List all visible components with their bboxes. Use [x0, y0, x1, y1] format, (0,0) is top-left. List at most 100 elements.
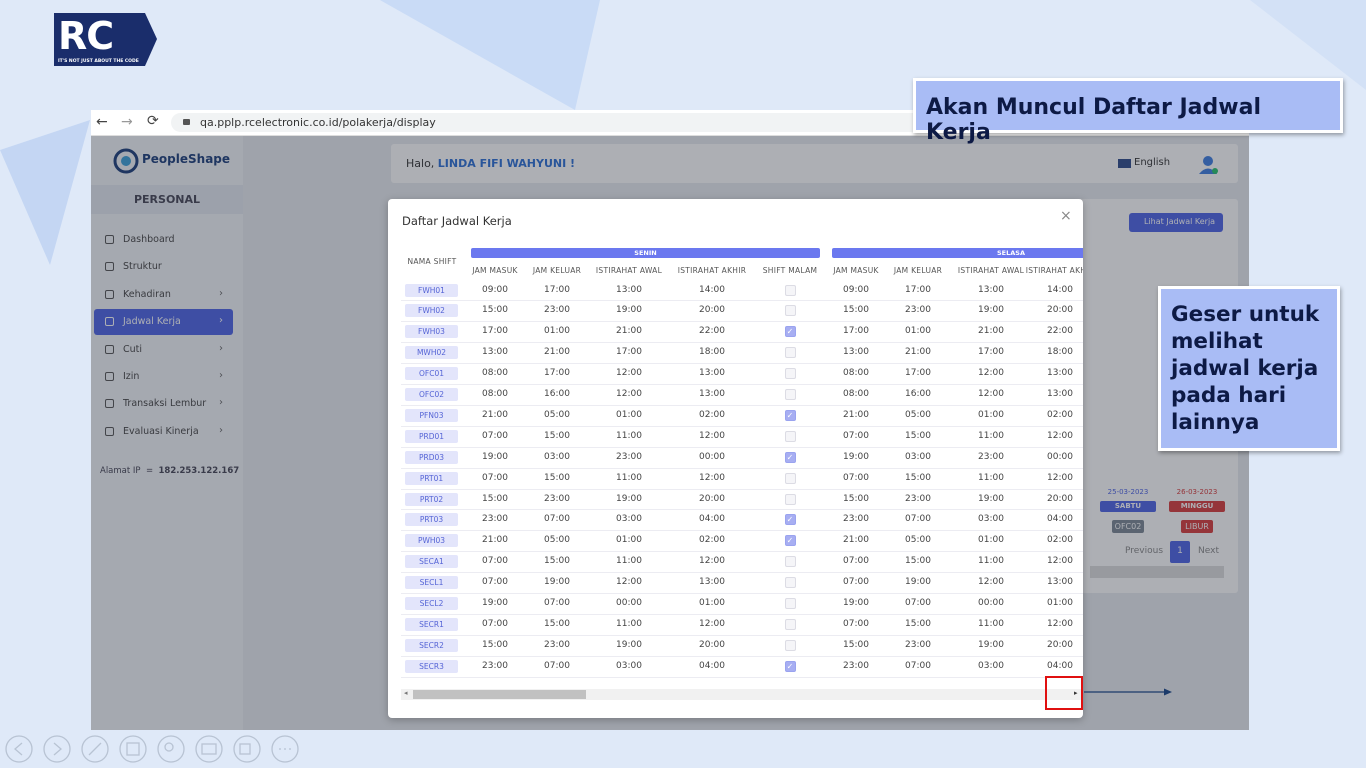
modal-close[interactable]: ×: [1060, 208, 1072, 224]
time-cell: 07:00: [843, 556, 869, 567]
time-cell: 08:00: [843, 389, 869, 399]
time-cell: 15:00: [482, 493, 508, 504]
time-cell: 21:00: [616, 326, 642, 337]
pagination-next[interactable]: Next: [1198, 546, 1219, 556]
calendar-day: MINGGU: [1169, 501, 1225, 512]
shift-badge[interactable]: SECR3: [405, 659, 458, 673]
shift-badge[interactable]: PRD03: [405, 450, 458, 464]
time-cell: 15:00: [544, 472, 570, 483]
toolbar-button[interactable]: [271, 735, 299, 763]
row-divider: [401, 676, 1083, 678]
time-cell: 11:00: [978, 556, 1004, 567]
row-divider: [401, 446, 1083, 448]
night-shift-checkbox: [784, 493, 796, 505]
time-cell: 07:00: [843, 618, 869, 629]
time-cell: 20:00: [699, 639, 725, 650]
time-cell: 15:00: [544, 618, 570, 629]
shift-badge[interactable]: SECR2: [405, 638, 458, 652]
time-cell: 12:00: [1047, 618, 1073, 629]
menu-item[interactable]: Transaksi Lembur: [123, 398, 207, 410]
menu-item[interactable]: Dashboard: [123, 234, 175, 245]
menu-item[interactable]: Jadwal Kerja: [123, 316, 181, 328]
menu-item[interactable]: Struktur: [123, 261, 162, 273]
row-divider: [401, 467, 1083, 469]
time-cell: 23:00: [616, 451, 642, 462]
time-cell: 12:00: [699, 472, 725, 483]
shift-badge[interactable]: SECL1: [405, 576, 458, 590]
menu-item[interactable]: Izin: [123, 371, 140, 382]
view-schedule-button[interactable]: [1129, 213, 1223, 232]
time-cell: 09:00: [482, 284, 508, 295]
shift-badge[interactable]: PWH03: [405, 534, 458, 548]
time-cell: 23:00: [544, 493, 570, 504]
menu-item[interactable]: Kehadiran: [123, 288, 171, 300]
shift-badge[interactable]: FWH03: [405, 325, 458, 339]
time-cell: 07:00: [843, 430, 869, 441]
shift-badge[interactable]: FWH01: [405, 283, 458, 297]
language-select[interactable]: English: [1134, 157, 1171, 168]
section-title: PERSONAL: [133, 193, 201, 206]
forward-button[interactable]: →: [121, 114, 133, 130]
brand-name: PeopleShape: [142, 152, 231, 166]
calendar-shift[interactable]: LIBUR: [1181, 520, 1213, 533]
shift-badge[interactable]: FWH02: [405, 304, 458, 318]
h-scrollbar[interactable]: [401, 689, 1083, 700]
toolbar-button[interactable]: [157, 735, 185, 763]
time-cell: 05:00: [544, 535, 570, 546]
time-cell: 12:00: [1047, 472, 1073, 483]
time-cell: 13:00: [699, 577, 725, 588]
reload-button[interactable]: ⟳: [147, 113, 159, 129]
time-cell: 21:00: [544, 347, 570, 358]
menu-chevron: ›: [219, 397, 223, 409]
shift-badge[interactable]: SECL2: [405, 597, 458, 610]
time-cell: 12:00: [978, 577, 1004, 588]
toolbar-button[interactable]: [5, 735, 33, 763]
url-field[interactable]: [171, 113, 1071, 132]
time-cell: 07:00: [905, 598, 931, 608]
time-cell: 18:00: [699, 347, 725, 358]
row-divider: [401, 509, 1083, 511]
time-cell: 11:00: [978, 618, 1004, 629]
shift-badge[interactable]: PRT02: [405, 492, 458, 506]
time-cell: 03:00: [544, 451, 570, 462]
back-button[interactable]: ←: [96, 114, 108, 130]
shift-badge[interactable]: PRT03: [405, 513, 458, 527]
user-avatar[interactable]: [1197, 153, 1219, 175]
shift-badge[interactable]: MWH02: [405, 346, 458, 360]
time-cell: 07:00: [905, 514, 931, 525]
time-cell: 19:00: [843, 451, 869, 462]
time-cell: 01:00: [544, 326, 570, 337]
night-shift-checkbox: [784, 368, 796, 380]
pagination-previous[interactable]: Previous: [1125, 546, 1164, 556]
night-shift-checkbox: [784, 577, 796, 589]
toolbar-button[interactable]: [119, 735, 147, 763]
menu-item[interactable]: Evaluasi Kinerja: [123, 425, 199, 437]
shift-badge[interactable]: SECA1: [405, 555, 458, 569]
toolbar-button[interactable]: [81, 735, 109, 763]
shift-badge[interactable]: PRD01: [405, 429, 458, 443]
time-cell: 07:00: [482, 577, 508, 588]
time-cell: 19:00: [482, 451, 508, 462]
calendar-shift[interactable]: OFC02: [1112, 520, 1144, 533]
pagination-page[interactable]: 1: [1170, 541, 1190, 563]
toolbar-button[interactable]: [233, 735, 261, 763]
h-scrollbar-thumb[interactable]: [413, 690, 586, 699]
menu-icon: [105, 262, 114, 272]
scroll-left-arrow[interactable]: ◂: [404, 689, 408, 697]
night-shift-checkbox: [784, 284, 796, 296]
time-cell: 19:00: [978, 305, 1004, 316]
row-divider: [401, 551, 1083, 553]
shift-badge[interactable]: PFN03: [405, 408, 458, 422]
time-cell: 00:00: [616, 598, 642, 608]
shift-badge[interactable]: PRT01: [405, 471, 458, 485]
time-cell: 13:00: [978, 284, 1004, 295]
night-shift-checkbox: ✓: [784, 660, 796, 672]
shift-badge[interactable]: OFC01: [405, 367, 458, 381]
shift-badge[interactable]: OFC02: [405, 388, 458, 401]
menu-item[interactable]: Cuti: [123, 343, 143, 355]
toolbar-button[interactable]: [43, 735, 71, 763]
night-shift-checkbox: [784, 618, 796, 630]
shift-badge[interactable]: SECR1: [405, 617, 458, 631]
toolbar-button[interactable]: [195, 735, 223, 763]
scroll-right-arrow[interactable]: ▸: [1074, 689, 1078, 697]
